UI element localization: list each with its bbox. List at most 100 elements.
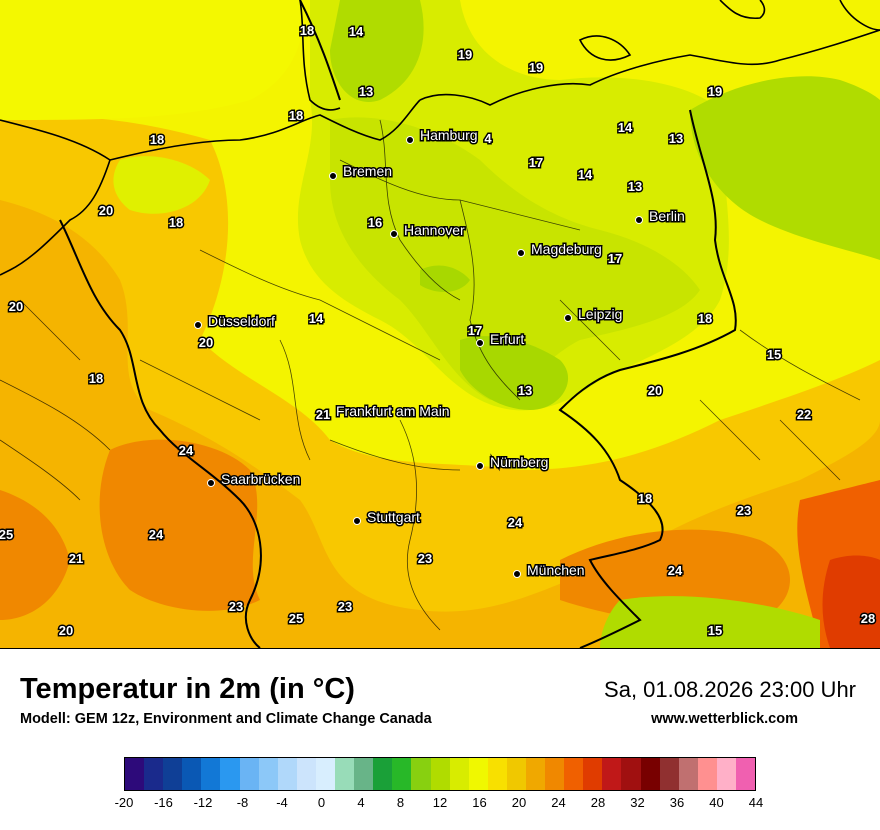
- colorbar-cell: [525, 758, 546, 790]
- zone-green-center: [330, 117, 700, 400]
- colorbar-cell: [640, 758, 660, 790]
- colorbar-tick-label: -8: [236, 795, 249, 810]
- temp-label: 23: [229, 599, 243, 614]
- colorbar-cell: [697, 758, 717, 790]
- colorbar-cell: [144, 758, 164, 790]
- colorbar-cell: [678, 758, 698, 790]
- zone-green-north: [330, 0, 424, 102]
- temp-label: 4: [484, 131, 492, 146]
- temp-label: 18: [638, 491, 652, 506]
- colorbar-cell: [449, 758, 469, 790]
- forecast-datetime: Sa, 01.08.2026 23:00 Uhr: [604, 677, 856, 702]
- temp-label: 18: [89, 371, 103, 386]
- city-label-stuttgart: Stuttgart: [367, 509, 420, 525]
- temp-label: 19: [458, 47, 472, 62]
- temperature-labels: 18 14 19 19 13 19 18 18 14 13 4 17 14 13…: [0, 22, 877, 640]
- zone-dark-orange-edge: [0, 490, 70, 620]
- colorbar-cell: [315, 758, 336, 790]
- temperature-map: Hamburg Bremen Hannover Berlin Magdeburg…: [0, 0, 880, 649]
- colorbar-tick-label: 0: [317, 795, 326, 810]
- colorbar-cell: [239, 758, 259, 790]
- zone-green-northeast: [690, 76, 880, 260]
- colorbar-cell: [201, 758, 221, 790]
- colorbar-cell: [659, 758, 679, 790]
- city-label-bremen: Bremen: [343, 163, 392, 179]
- city-label-erfurt: Erfurt: [490, 331, 524, 347]
- temp-label: 24: [508, 515, 523, 530]
- temp-label: 20: [648, 383, 662, 398]
- map-title: Temperatur in 2m (in °C): [20, 673, 355, 705]
- temp-label: 23: [418, 551, 432, 566]
- temp-label: 25: [0, 527, 13, 542]
- colorbar-cell: [602, 758, 622, 790]
- temperature-colorbar: [124, 757, 756, 791]
- colorbar-cell: [277, 758, 297, 790]
- colorbar-tick-label: 4: [357, 795, 365, 810]
- temp-label: 15: [767, 347, 781, 362]
- temp-label: 20: [9, 299, 23, 314]
- temp-label: 18: [300, 23, 314, 38]
- colorbar-cell: [468, 758, 488, 790]
- city-label-hannover: Hannover: [404, 222, 465, 238]
- colorbar-tick-label: 20: [511, 795, 527, 810]
- colorbar-cell: [545, 758, 565, 790]
- temp-label: 21: [69, 551, 83, 566]
- zone-netherlands: [113, 156, 210, 214]
- colorbar-cell: [335, 758, 355, 790]
- temp-label: 13: [518, 383, 532, 398]
- city-label-hamburg: Hamburg: [420, 127, 478, 143]
- city-label-leipzig: Leipzig: [578, 306, 622, 322]
- colorbar-cell: [296, 758, 316, 790]
- colorbar-cell: [430, 758, 450, 790]
- temp-label: 25: [289, 611, 303, 626]
- colorbar-tick-label: 28: [590, 795, 606, 810]
- temp-label: 19: [708, 84, 722, 99]
- colorbar-tick-label: -20: [114, 795, 134, 810]
- colorbar-ticks: -20 -16 -12 -8 -4 0 4 8 12 16 20 24 28 32 36 40 44: [115, 795, 764, 815]
- state-borders: [0, 119, 861, 631]
- colorbar-cell: [354, 758, 374, 790]
- temp-label: 20: [99, 203, 113, 218]
- temp-label: 20: [199, 335, 213, 350]
- temp-label: 14: [309, 311, 324, 326]
- colorbar-cell: [411, 758, 431, 790]
- city-label-magdeburg: Magdeburg: [531, 241, 602, 257]
- temp-label: 24: [179, 443, 194, 458]
- colorbar-cell: [163, 758, 183, 790]
- colorbar-tick-label: 8: [396, 795, 405, 810]
- colorbar-cell: [125, 758, 145, 790]
- colorbar-tick-label: 40: [709, 795, 724, 810]
- temp-label: 24: [668, 563, 683, 578]
- temp-label: 14: [578, 167, 593, 182]
- colorbar-cell: [220, 758, 240, 790]
- temp-label: 18: [169, 215, 183, 230]
- colorbar-cell: [487, 758, 507, 790]
- city-labels: Hamburg Bremen Hannover Berlin Magdeburg…: [207, 126, 687, 580]
- city-label-saarbruecken: Saarbrücken: [221, 471, 300, 487]
- national-borders: [59, 0, 737, 648]
- colorbar-cell: [182, 758, 202, 790]
- coastlines: [0, 0, 880, 276]
- temp-label: 18: [289, 108, 303, 123]
- colorbar-tick-label: 36: [669, 795, 685, 810]
- temp-label: 23: [338, 599, 352, 614]
- colorbar-tick-label: -4: [276, 795, 288, 810]
- colorbar-cell: [392, 758, 412, 790]
- city-label-duesseldorf: Düsseldorf: [208, 313, 275, 329]
- colorbar-tick-label: 12: [432, 795, 448, 810]
- map-footer: Temperatur in 2m (in °C) Modell: GEM 12z…: [0, 649, 880, 830]
- temp-label: 18: [150, 132, 164, 147]
- city-label-nuernberg: Nürnberg: [490, 454, 548, 470]
- colorbar-cell: [736, 758, 756, 790]
- temp-label: 18: [698, 311, 712, 326]
- temp-label: 14: [349, 24, 364, 39]
- colorbar-cell: [258, 758, 278, 790]
- temp-label: 17: [468, 323, 482, 338]
- website-link[interactable]: www.wetterblick.com: [651, 711, 798, 727]
- colorbar-tick-label: -12: [193, 795, 213, 810]
- colorbar-cell: [506, 758, 526, 790]
- colorbar-tick-label: 32: [630, 795, 645, 810]
- temp-label: 24: [149, 527, 164, 542]
- temp-label: 23: [737, 503, 751, 518]
- temp-label: 16: [368, 215, 382, 230]
